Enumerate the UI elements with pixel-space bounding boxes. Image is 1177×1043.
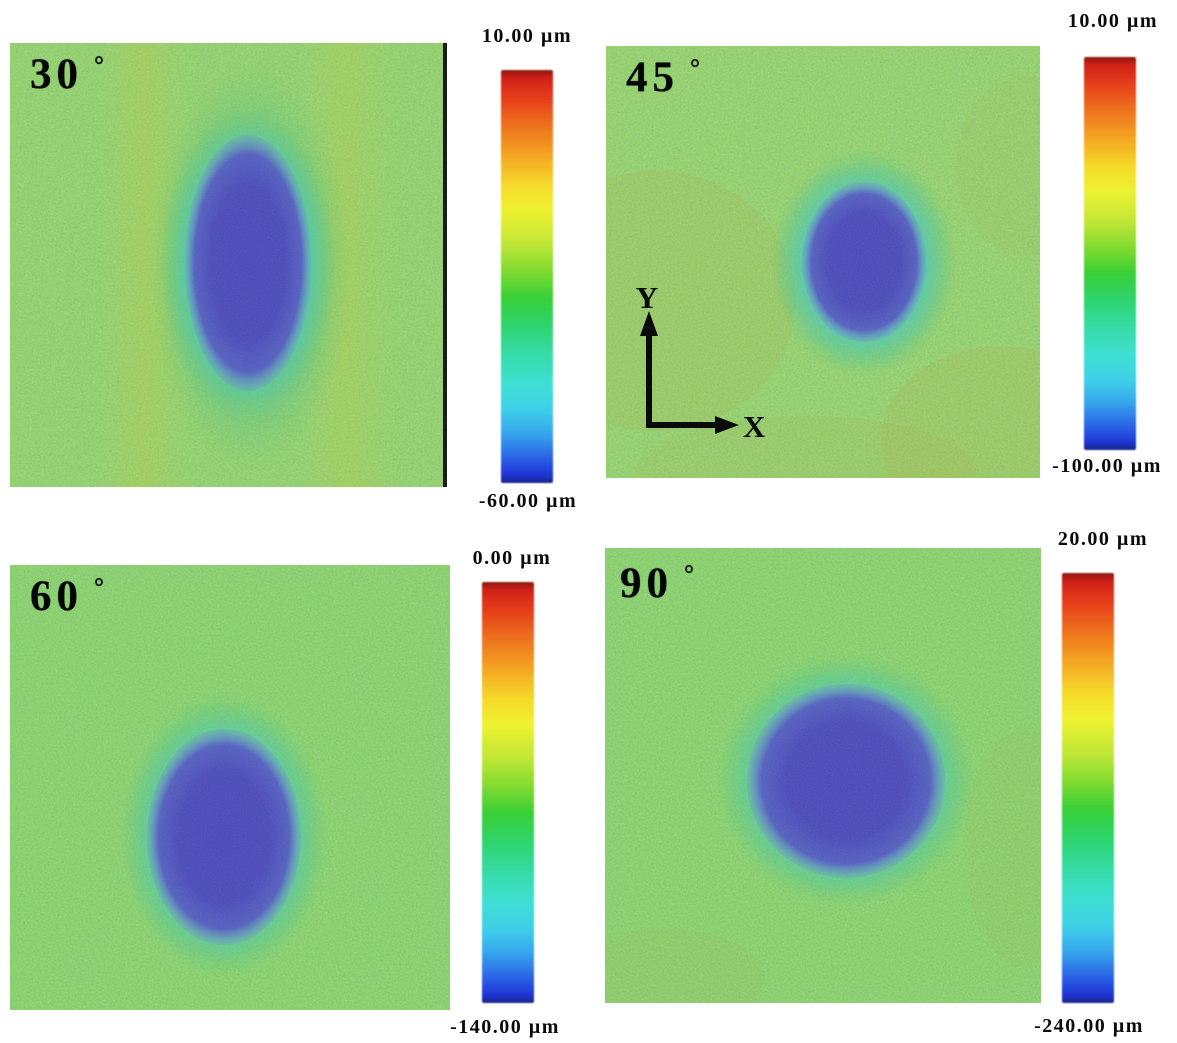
degree-symbol: °: [684, 561, 694, 588]
angle-value-90: 90: [620, 560, 673, 607]
surface-map-30deg: 30 °: [10, 43, 447, 487]
heatmap-45deg: Y X: [606, 46, 1040, 478]
colorbar-max-label-90deg: 20.00 µm: [1057, 528, 1149, 550]
angle-label-60deg: 60 °: [30, 575, 104, 618]
colorbar-90deg: [1062, 573, 1114, 1003]
colorbar-max-label-60deg: 0.00 µm: [472, 547, 552, 569]
heatmap-30deg: [10, 43, 443, 487]
axis-x-label: X: [743, 409, 766, 444]
colorbar-45deg: [1084, 57, 1136, 450]
colorbar-max-label-30deg: 10.00 µm: [481, 25, 573, 47]
angle-label-30deg: 30 °: [30, 53, 104, 96]
xy-axis-arrows-icon: Y X: [636, 280, 766, 444]
colorbar-max-label-45deg: 10.00 µm: [1067, 10, 1159, 32]
angle-value-30: 30: [30, 51, 83, 98]
heatmap-60deg: [10, 565, 450, 1010]
degree-symbol: °: [94, 574, 104, 601]
degree-symbol: °: [690, 55, 700, 82]
surface-map-60deg: 60 °: [10, 565, 450, 1010]
angle-value-60: 60: [30, 573, 83, 620]
degree-symbol: °: [94, 52, 104, 79]
axis-y-label: Y: [636, 280, 658, 315]
colorbar-30deg: [501, 70, 553, 483]
colorbar-min-label-60deg: -140.00 µm: [450, 1016, 560, 1038]
colorbar-min-label-90deg: -240.00 µm: [1034, 1015, 1144, 1037]
angle-label-90deg: 90 °: [620, 562, 694, 605]
angle-label-45deg: 45 °: [626, 56, 700, 99]
surface-map-45deg: Y X 45 °: [606, 46, 1040, 478]
heatmap-90deg: [605, 548, 1041, 1003]
surface-map-90deg: 90 °: [605, 548, 1041, 1003]
colorbar-min-label-30deg: -60.00 µm: [478, 490, 578, 512]
colorbar-60deg: [482, 582, 534, 1003]
colorbar-min-label-45deg: -100.00 µm: [1052, 455, 1162, 477]
angle-value-45: 45: [626, 54, 679, 101]
